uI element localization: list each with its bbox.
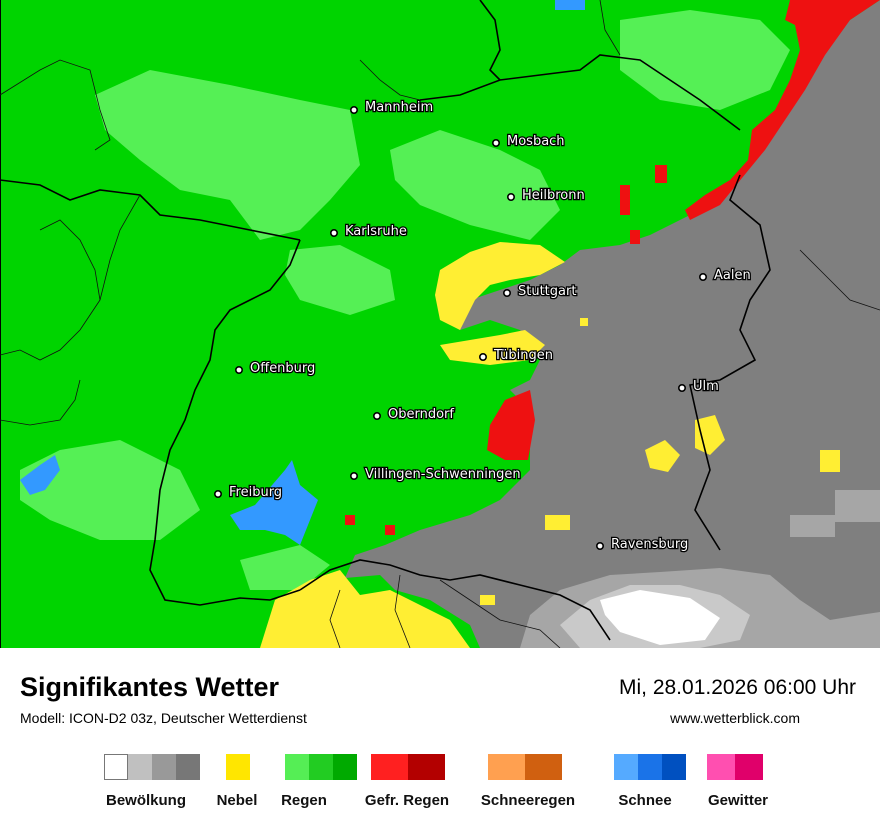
- svg-text:Freiburg: Freiburg: [229, 485, 282, 500]
- swatch-rain-light: [285, 754, 309, 780]
- svg-text:Mosbach: Mosbach: [507, 134, 565, 149]
- legend-cloud: [104, 754, 200, 780]
- swatch-freezing-rain-light: [371, 754, 408, 780]
- city-offenburg: Offenburg: [235, 360, 317, 377]
- forecast-datetime: Mi, 28.01.2026 06:00 Uhr: [619, 676, 856, 699]
- svg-text:Ravensburg: Ravensburg: [611, 537, 688, 552]
- legend-label-sleet: Schneeregen: [480, 792, 576, 809]
- swatch-snow-heavy: [662, 754, 686, 780]
- light-rain-patches: [20, 10, 790, 590]
- cloud-region: [345, 0, 880, 648]
- legend: Bewölkung Nebel Regen Gefr. Regen Schnee…: [0, 754, 880, 814]
- swatch-cloud-mid: [152, 754, 176, 780]
- svg-text:Heilbronn: Heilbronn: [522, 188, 585, 203]
- city-mannheim: Mannheim: [349, 99, 434, 116]
- swatch-snow-moderate: [638, 754, 662, 780]
- city-aalen: Aalen: [698, 267, 752, 284]
- swatch-thunderstorm-heavy: [735, 754, 763, 780]
- snow-areas: [20, 0, 585, 545]
- swatch-freezing-rain-heavy: [408, 754, 445, 780]
- legend-fog: [226, 754, 250, 780]
- legend-label-cloud: Bewölkung: [105, 792, 187, 809]
- swatch-cloud-clear: [104, 754, 128, 780]
- svg-text:Villingen-Schwenningen: Villingen-Schwenningen: [365, 467, 521, 482]
- legend-label-fog: Nebel: [216, 792, 258, 809]
- legend-freezing-rain: [371, 754, 445, 780]
- city-ulm: Ulm: [677, 378, 720, 395]
- svg-text:Tübingen: Tübingen: [493, 348, 553, 363]
- city-oberndorf: Oberndorf: [372, 406, 456, 423]
- swatch-rain-moderate: [309, 754, 333, 780]
- cities: Mannheim Mosbach Heilbronn Karlsruhe Stu…: [214, 99, 752, 553]
- legend-label-thunderstorm: Gewitter: [707, 792, 769, 809]
- swatch-cloud-light: [128, 754, 152, 780]
- page-title: Signifikantes Wetter: [20, 672, 280, 702]
- legend-snow: [614, 754, 686, 780]
- city-karlsruhe: Karlsruhe: [329, 223, 408, 240]
- svg-text:Ulm: Ulm: [693, 379, 719, 394]
- svg-text:Aalen: Aalen: [714, 268, 751, 283]
- legend-rain: [285, 754, 357, 780]
- county-lines: [0, 0, 880, 648]
- city-stuttgart: Stuttgart: [502, 283, 578, 300]
- city-ravensburg: Ravensburg: [595, 536, 690, 553]
- legend-label-snow: Schnee: [618, 792, 672, 809]
- legend-thunderstorm: [707, 754, 763, 780]
- svg-text:Stuttgart: Stuttgart: [518, 284, 576, 299]
- city-mosbach: Mosbach: [491, 133, 566, 150]
- weather-map: Mannheim Mosbach Heilbronn Karlsruhe Stu…: [0, 0, 880, 648]
- svg-text:Offenburg: Offenburg: [250, 361, 315, 376]
- legend-label-rain: Regen: [281, 792, 327, 809]
- swatch-fog: [226, 754, 250, 780]
- swatch-sleet-light: [488, 754, 525, 780]
- website-link[interactable]: www.wetterblick.com: [670, 710, 800, 726]
- svg-text:Mannheim: Mannheim: [365, 100, 433, 115]
- freezing-rain-areas: [345, 0, 880, 535]
- svg-text:Karlsruhe: Karlsruhe: [345, 224, 407, 239]
- model-source: Modell: ICON-D2 03z, Deutscher Wetterdie…: [20, 710, 307, 726]
- svg-text:Oberndorf: Oberndorf: [388, 407, 454, 422]
- city-tuebingen: Tübingen: [478, 347, 554, 364]
- legend-label-freezing-rain: Gefr. Regen: [364, 792, 450, 809]
- city-freiburg: Freiburg: [214, 484, 283, 501]
- swatch-rain-heavy: [333, 754, 357, 780]
- legend-sleet: [488, 754, 562, 780]
- swatch-cloud-dark: [176, 754, 200, 780]
- swatch-thunderstorm-light: [707, 754, 735, 780]
- fog-areas: [260, 242, 840, 648]
- city-heilbronn: Heilbronn: [506, 187, 586, 204]
- swatch-snow-light: [614, 754, 638, 780]
- city-villingen-schwenningen: Villingen-Schwenningen: [349, 466, 522, 483]
- swatch-sleet-heavy: [525, 754, 562, 780]
